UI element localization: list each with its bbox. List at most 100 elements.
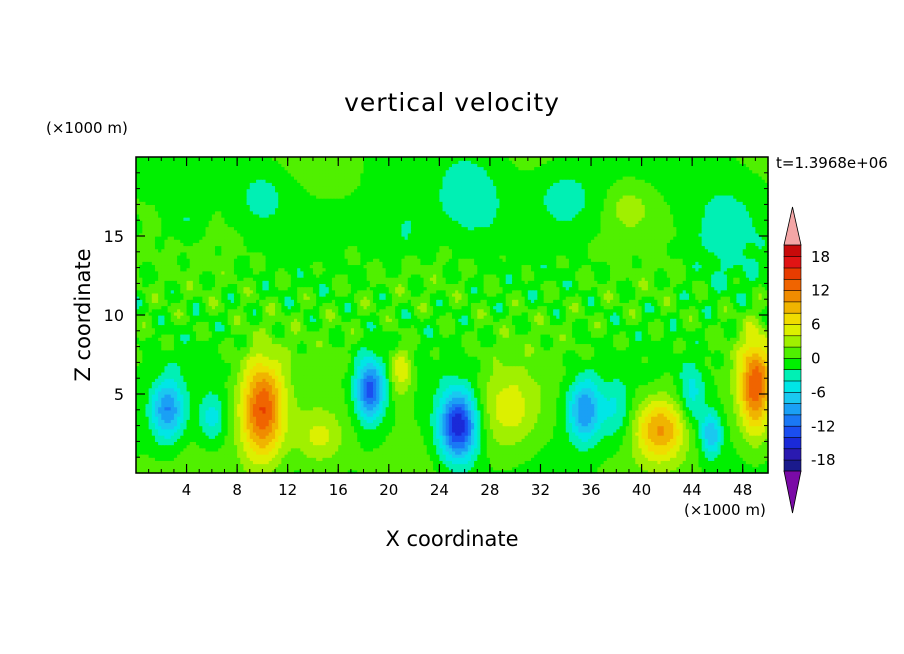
field-cell: [224, 444, 229, 449]
field-cell: [186, 460, 191, 465]
field-cell: [644, 441, 649, 446]
field-cell: [357, 447, 361, 452]
field-cell: [151, 438, 156, 442]
field-cell: [663, 435, 668, 439]
field-cell: [502, 441, 507, 446]
field-cell: [433, 447, 437, 452]
field-cell: [489, 444, 494, 449]
field-cell: [287, 466, 292, 471]
field-cell: [587, 435, 592, 439]
field-cell: [730, 450, 734, 455]
field-cell: [616, 466, 621, 471]
field-cell: [167, 450, 172, 455]
field-cell: [553, 460, 557, 465]
field-cell: [714, 457, 719, 461]
field-cell: [524, 469, 529, 474]
field-cell: [578, 447, 583, 452]
field-cell: [483, 435, 488, 439]
field-cell: [505, 435, 510, 439]
field-cell: [685, 460, 690, 465]
field-cell: [467, 457, 472, 461]
field-cell: [347, 466, 352, 471]
field-cell: [496, 441, 500, 446]
field-cell: [227, 466, 232, 471]
field-cell: [202, 460, 207, 465]
field-cell: [196, 457, 200, 461]
field-cell: [464, 444, 469, 449]
field-cell: [312, 447, 317, 452]
field-cell: [493, 441, 497, 446]
field-cell: [764, 444, 769, 449]
field-cell: [227, 457, 232, 461]
field-cell: [158, 466, 162, 471]
field-cell: [404, 460, 409, 465]
field-cell: [344, 460, 349, 465]
field-cell: [357, 466, 361, 471]
field-cell: [290, 460, 295, 465]
field-cell: [167, 460, 172, 465]
field-cell: [376, 457, 380, 461]
field-cell: [467, 441, 472, 446]
field-cell: [549, 466, 554, 471]
field-cell: [426, 457, 431, 461]
field-cell: [742, 438, 747, 442]
field-cell: [742, 460, 747, 465]
field-cell: [395, 441, 399, 446]
field-cell: [594, 460, 598, 465]
field-cell: [603, 444, 608, 449]
field-cell: [508, 441, 513, 446]
field-cell: [164, 454, 169, 458]
field-cell: [470, 460, 475, 465]
field-cell: [736, 466, 741, 471]
field-cell: [562, 469, 567, 474]
field-cell: [559, 463, 564, 468]
field-cell: [736, 435, 741, 439]
field-cell: [410, 444, 415, 449]
field-cell: [742, 466, 747, 471]
field-cell: [177, 444, 181, 449]
field-cell: [698, 450, 703, 455]
field-cell: [233, 450, 238, 455]
field-cell: [192, 466, 197, 471]
field-cell: [306, 460, 311, 465]
field-cell: [559, 457, 564, 461]
field-cell: [376, 454, 380, 458]
field-cell: [739, 460, 744, 465]
field-cell: [502, 463, 507, 468]
field-cell: [527, 469, 532, 474]
field-cell: [218, 469, 222, 474]
field-cell: [294, 447, 298, 452]
field-cell: [480, 460, 485, 465]
field-cell: [158, 463, 162, 468]
field-cell: [578, 444, 583, 449]
field-cell: [603, 447, 608, 452]
field-cell: [616, 441, 621, 446]
field-cell: [338, 435, 342, 439]
field-cell: [606, 463, 611, 468]
field-cell: [518, 457, 523, 461]
field-cell: [382, 435, 387, 439]
field-cell: [316, 460, 320, 465]
field-cell: [464, 438, 469, 442]
field-cell: [306, 444, 311, 449]
field-cell: [227, 469, 232, 474]
field-cell: [657, 463, 662, 468]
field-cell: [489, 454, 494, 458]
field-cell: [695, 457, 700, 461]
field-cell: [294, 457, 298, 461]
field-cell: [714, 435, 719, 439]
field-cell: [338, 457, 342, 461]
field-cell: [758, 438, 763, 442]
field-cell: [429, 466, 434, 471]
field-cell: [742, 457, 747, 461]
field-cell: [445, 435, 450, 439]
field-cell: [290, 441, 295, 446]
field-cell: [549, 450, 554, 455]
field-cell: [240, 447, 245, 452]
field-cell: [717, 441, 722, 446]
field-cell: [303, 441, 308, 446]
field-cell: [711, 435, 715, 439]
field-cell: [692, 463, 696, 468]
field-cell: [758, 460, 763, 465]
field-cell: [733, 463, 737, 468]
